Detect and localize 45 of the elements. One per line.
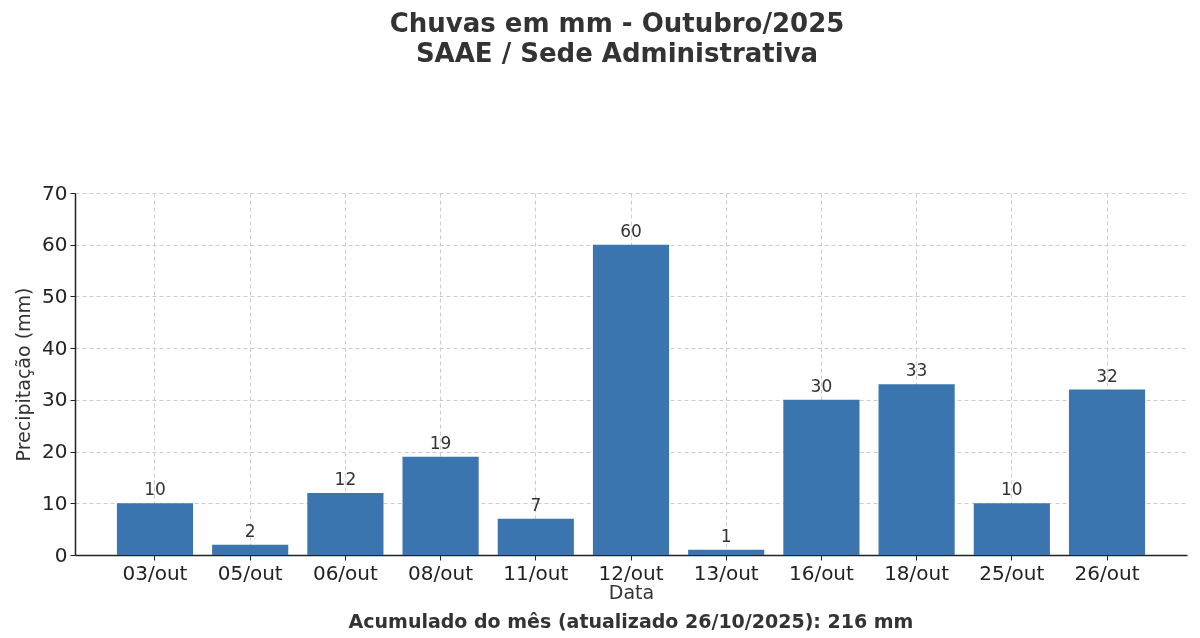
data-label: 1: [720, 525, 732, 546]
data-label: 19: [429, 432, 452, 453]
y-tick-label: 40: [42, 335, 68, 360]
bar: [973, 503, 1050, 555]
y-tick-label: 70: [42, 180, 68, 205]
x-tick-label: 16/out: [788, 560, 855, 585]
bar: [307, 492, 384, 555]
y-axis-title: Precipitação (mm): [12, 287, 35, 462]
bar: [783, 399, 860, 555]
data-label: 2: [244, 520, 256, 541]
data-label: 33: [905, 360, 928, 381]
x-tick-label: 13/out: [693, 560, 759, 585]
bar: [878, 384, 955, 555]
data-label: 60: [620, 220, 642, 241]
x-tick-label: 05/out: [217, 560, 283, 585]
y-tick-label: 0: [54, 542, 68, 567]
chart-title: Chuvas em mm - Outubro/2025: [389, 8, 845, 38]
x-tick-label: 06/out: [312, 560, 379, 585]
bar: [402, 456, 479, 555]
bar: [212, 544, 289, 555]
y-tick-label: 50: [42, 283, 68, 308]
bar: [592, 244, 670, 555]
text: Acumulado do mês (atualizado 26/10/2025): 216 mm: [348, 610, 914, 632]
y-tick-label: 20: [42, 439, 68, 464]
x-tick-label: 03/out: [122, 560, 188, 585]
bar: [688, 549, 765, 555]
y-tick-label: 60: [42, 232, 68, 257]
chart-subtitle: SAAE / Sede Administrativa: [415, 38, 819, 68]
data-label: 10: [144, 479, 166, 500]
bar: [1068, 389, 1146, 555]
x-tick-label: 12/out: [598, 560, 664, 585]
data-label: 10: [1001, 479, 1023, 500]
x-tick-label: 26/out: [1074, 560, 1140, 585]
y-tick-label: 10: [42, 490, 68, 515]
data-label: 32: [1096, 365, 1118, 386]
x-tick-label: 08/out: [408, 560, 474, 585]
bar: [116, 503, 194, 555]
bar: [497, 518, 574, 555]
y-tick-label: 30: [42, 387, 68, 412]
x-tick-label: 18/out: [884, 560, 950, 585]
data-label: 30: [810, 375, 833, 396]
x-tick-label: 11/out: [503, 560, 569, 585]
x-tick-label: 25/out: [979, 560, 1045, 585]
data-label: 12: [334, 468, 357, 489]
data-label: 7: [530, 494, 542, 515]
